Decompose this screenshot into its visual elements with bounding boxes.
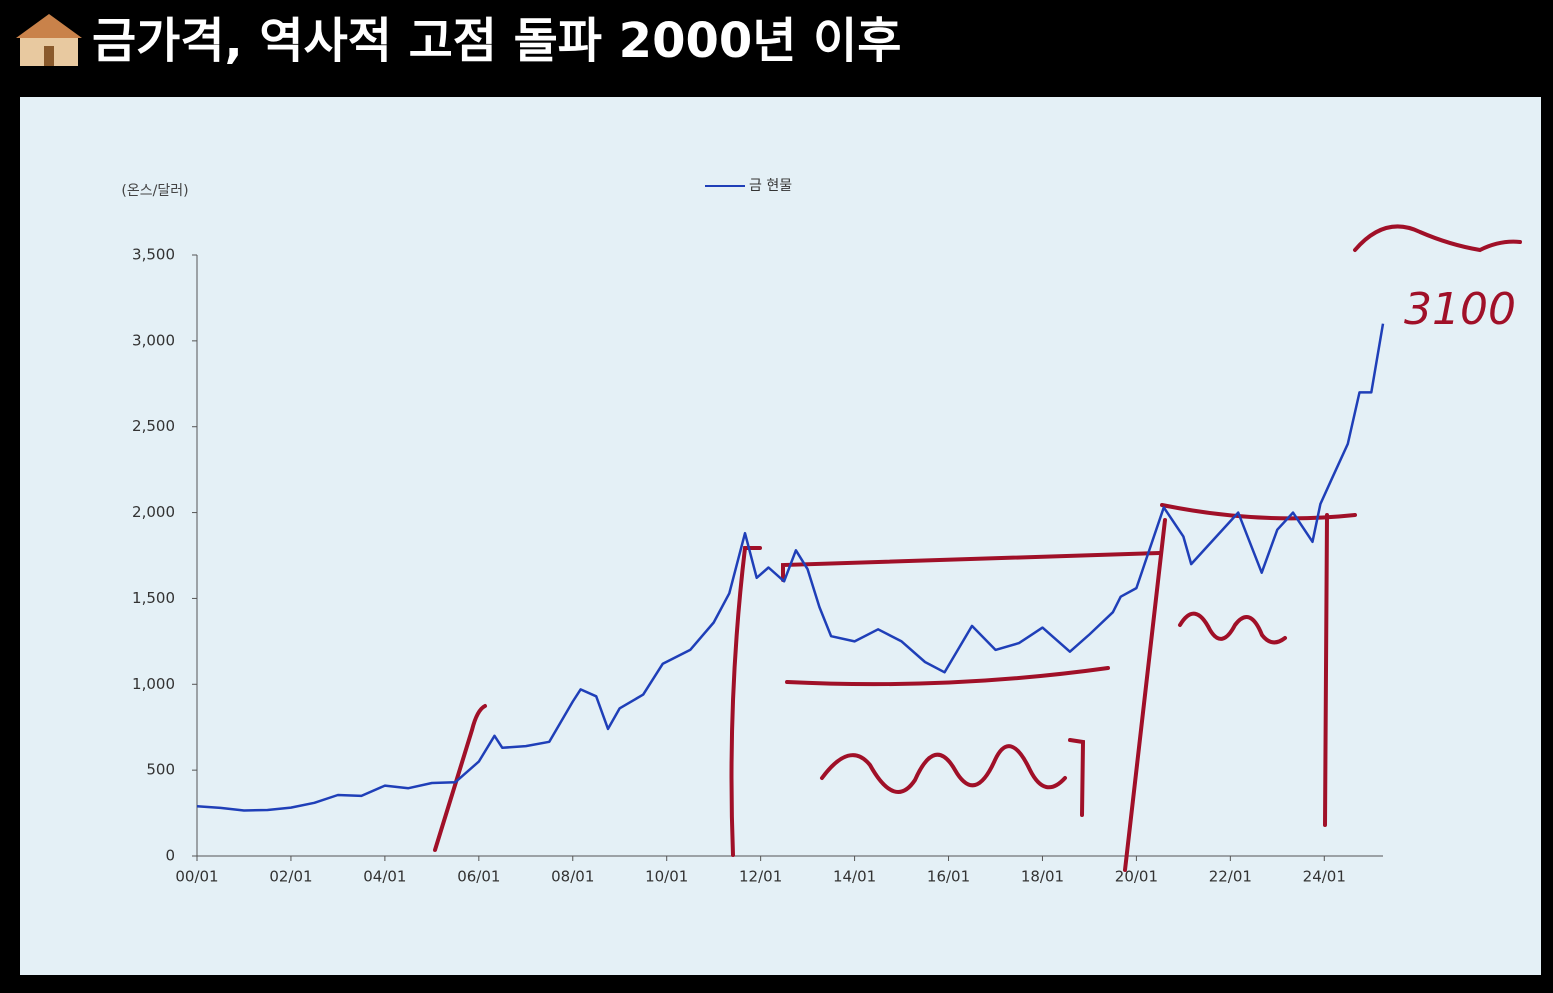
title-icon — [16, 14, 82, 66]
chart-panel — [20, 97, 1541, 975]
y-tick-label: 1,500 — [132, 589, 175, 607]
x-tick-label: 16/01 — [927, 868, 970, 886]
annotation: 3100 — [1404, 284, 1516, 335]
x-tick-label: 02/01 — [269, 868, 312, 886]
legend-label: 금 현물 — [749, 178, 792, 194]
x-tick-label: 20/01 — [1115, 868, 1158, 886]
y-tick-label: 2,000 — [132, 503, 175, 521]
hand-annotations — [433, 224, 1522, 872]
x-tick-label: 10/01 — [645, 868, 688, 886]
x-tick-label: 08/01 — [551, 868, 594, 886]
x-tick-label: 06/01 — [457, 868, 500, 886]
x-tick-label: 14/01 — [833, 868, 876, 886]
y-tick-label: 500 — [146, 761, 175, 779]
y-tick-label: 1,000 — [132, 675, 175, 693]
y-tick-label: 3,500 — [132, 246, 175, 264]
y-axis-label: (온스/달러) — [121, 183, 188, 199]
x-tick-label: 22/01 — [1209, 868, 1252, 886]
x-tick-label: 04/01 — [363, 868, 406, 886]
series-line — [196, 323, 1385, 812]
x-tick-label: 00/01 — [175, 868, 218, 886]
title: 금가격, 역사적 고점 돌파 2000년 이후 — [92, 13, 901, 69]
x-tick-label: 12/01 — [739, 868, 782, 886]
y-tick-label: 2,500 — [132, 417, 175, 435]
y-tick-label: 3,000 — [132, 331, 175, 349]
x-tick-label: 24/01 — [1303, 868, 1346, 886]
x-tick-label: 18/01 — [1021, 868, 1064, 886]
y-tick-label: 0 — [165, 847, 175, 865]
